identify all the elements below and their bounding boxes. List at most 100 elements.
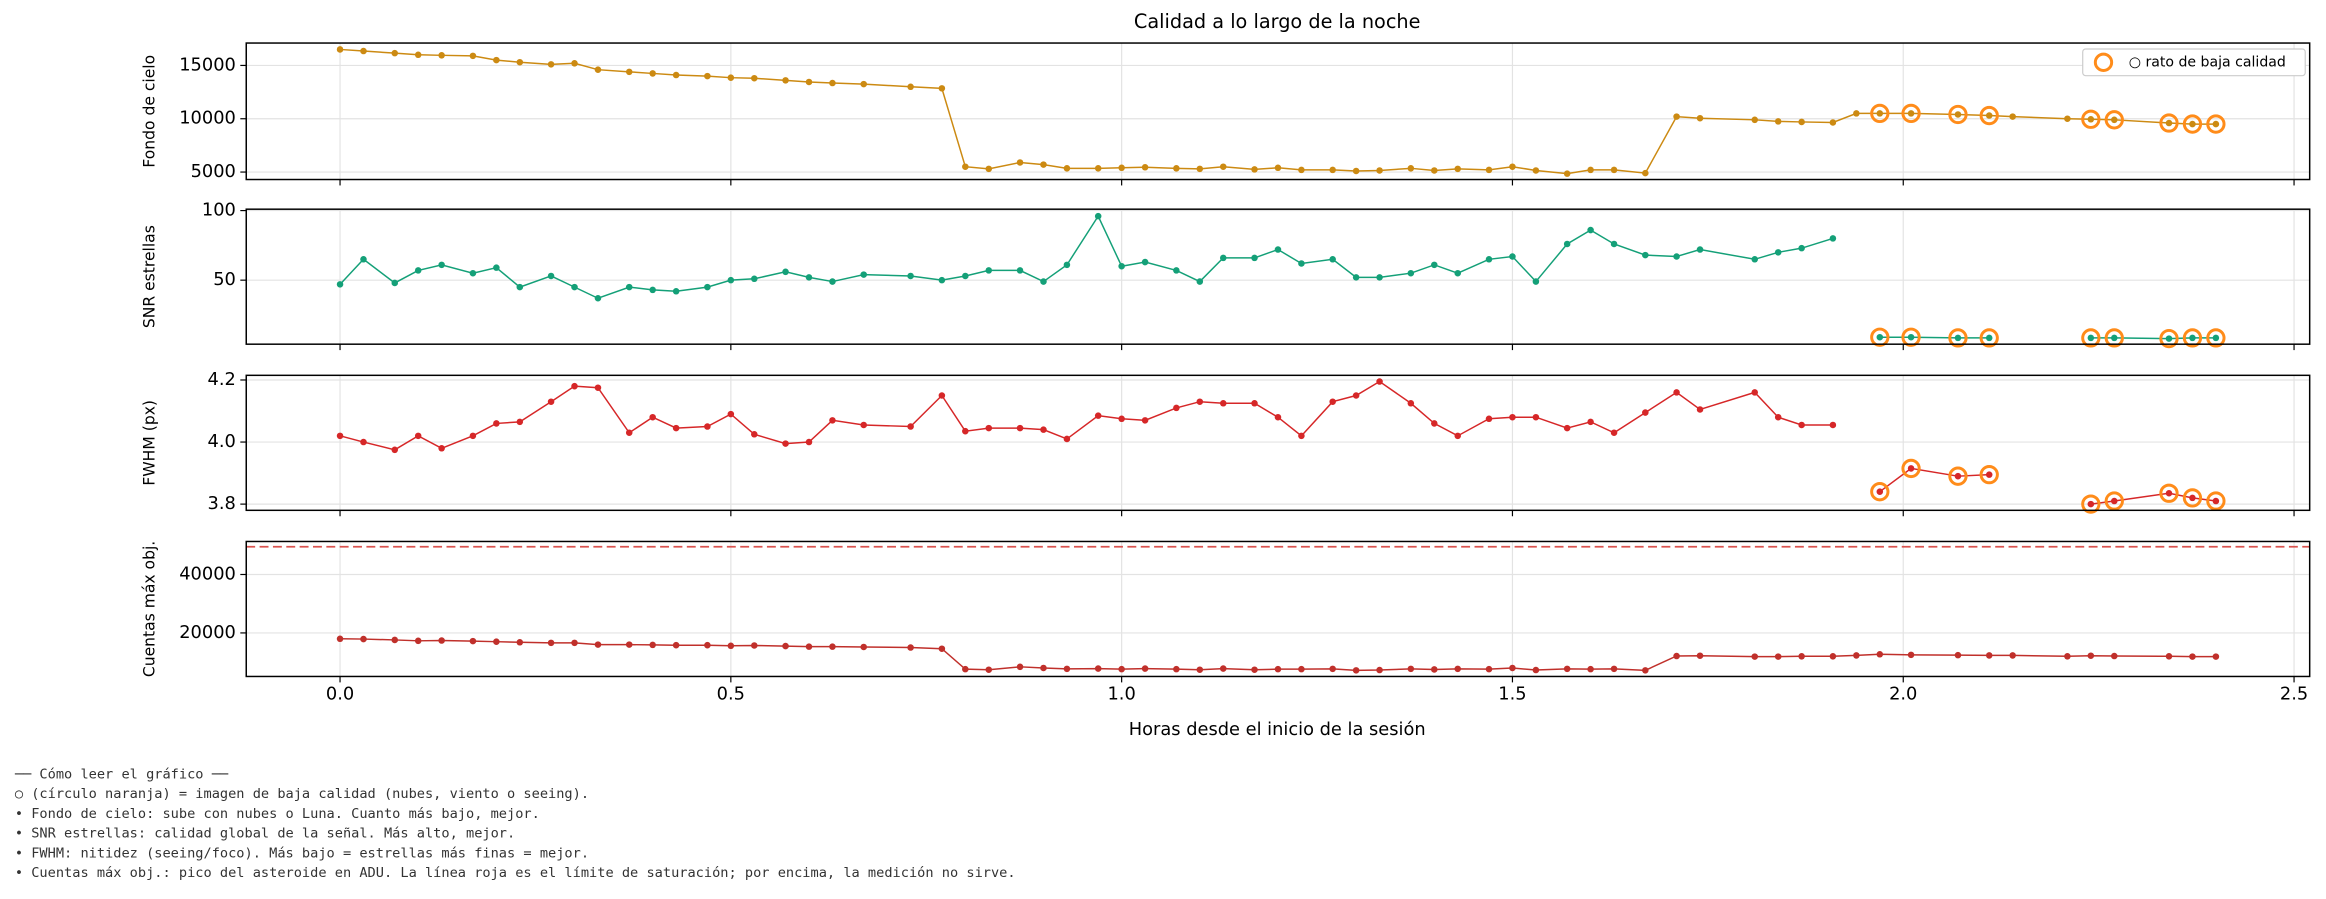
point: [1954, 651, 1962, 659]
point: [727, 74, 735, 81]
y-tick-label: 10000: [179, 108, 236, 129]
point: [1329, 166, 1336, 174]
point: [1610, 166, 1618, 174]
point: [625, 68, 633, 76]
point: [751, 74, 758, 82]
point: [1407, 269, 1415, 277]
point: [1985, 652, 1993, 659]
y-tick-label: 40000: [179, 563, 236, 584]
point: [1587, 166, 1594, 174]
point: [1094, 165, 1102, 172]
point: [336, 635, 344, 643]
point: [1431, 261, 1438, 269]
point: [571, 283, 578, 291]
point: [438, 444, 445, 452]
point: [782, 77, 789, 84]
point: [829, 643, 836, 650]
y-tick-label: 50: [213, 269, 236, 290]
low-quality-marker: [2206, 328, 2226, 348]
point: [1094, 212, 1102, 220]
point: [1431, 666, 1438, 673]
point: [1173, 404, 1180, 412]
series-line: [340, 638, 2216, 672]
point: [2009, 652, 2016, 659]
point: [829, 417, 836, 424]
low-quality-marker: [1948, 328, 1968, 348]
point: [782, 642, 789, 650]
point: [1063, 261, 1071, 269]
point: [672, 71, 680, 79]
point: [2212, 334, 2220, 342]
point: [1532, 413, 1540, 421]
low-quality-marker: [1870, 327, 1890, 347]
point: [1985, 112, 1993, 119]
point: [1610, 240, 1618, 248]
point: [1173, 665, 1180, 673]
point: [1094, 665, 1102, 672]
point: [2165, 119, 2173, 127]
point: [1329, 665, 1336, 673]
point: [2189, 494, 2196, 502]
point: [727, 276, 735, 284]
point: [860, 421, 867, 429]
point: [1907, 333, 1915, 341]
x-tick-label: 2.5: [2280, 683, 2308, 704]
point: [2087, 652, 2095, 659]
point: [1431, 167, 1438, 174]
point: [1016, 159, 1024, 166]
low-quality-marker: [2159, 483, 2179, 503]
point: [414, 267, 422, 274]
point: [1485, 415, 1493, 423]
low-quality-marker: [2159, 113, 2179, 133]
point: [594, 641, 602, 648]
point: [1673, 652, 1680, 660]
x-tick-label: 1.0: [1107, 683, 1135, 704]
low-quality-marker: [2182, 488, 2203, 508]
point: [469, 52, 477, 60]
point: [1907, 110, 1915, 117]
low-quality-marker: [1901, 327, 1921, 347]
low-quality-marker: [2159, 328, 2179, 349]
point: [1141, 417, 1149, 424]
point: [2111, 116, 2118, 124]
low-quality-marker: [1901, 458, 1921, 479]
point: [962, 163, 969, 170]
point: [1829, 653, 1837, 660]
point: [594, 384, 602, 392]
point: [1016, 663, 1024, 671]
point: [1876, 110, 1884, 117]
point: [1251, 399, 1258, 407]
low-quality-marker: [2081, 494, 2101, 514]
low-quality-marker: [2104, 110, 2124, 130]
point: [1141, 163, 1149, 171]
point: [1352, 667, 1360, 674]
point: [1774, 249, 1782, 256]
point: [649, 70, 656, 77]
point: [1274, 413, 1282, 421]
point: [516, 639, 524, 646]
point: [1376, 666, 1383, 674]
low-quality-marker: [1901, 103, 1921, 124]
point: [1563, 665, 1571, 673]
point: [1274, 665, 1282, 673]
point: [1040, 426, 1047, 433]
point: [907, 644, 914, 651]
point: [1829, 421, 1837, 429]
point: [649, 286, 656, 294]
point: [1673, 253, 1680, 260]
point: [1642, 667, 1649, 674]
point: [962, 665, 969, 673]
point: [1798, 653, 1805, 660]
point: [1063, 435, 1071, 443]
point: [1696, 652, 1704, 659]
low-quality-marker: [1979, 105, 1999, 126]
point: [985, 424, 993, 432]
legend-marker: [2093, 52, 2114, 72]
y-axis-label: SNR estrellas: [140, 225, 158, 328]
point: [2111, 497, 2118, 505]
point: [469, 637, 477, 645]
point: [1454, 165, 1461, 173]
point: [829, 278, 836, 285]
point: [985, 666, 993, 674]
point: [1907, 651, 1915, 659]
